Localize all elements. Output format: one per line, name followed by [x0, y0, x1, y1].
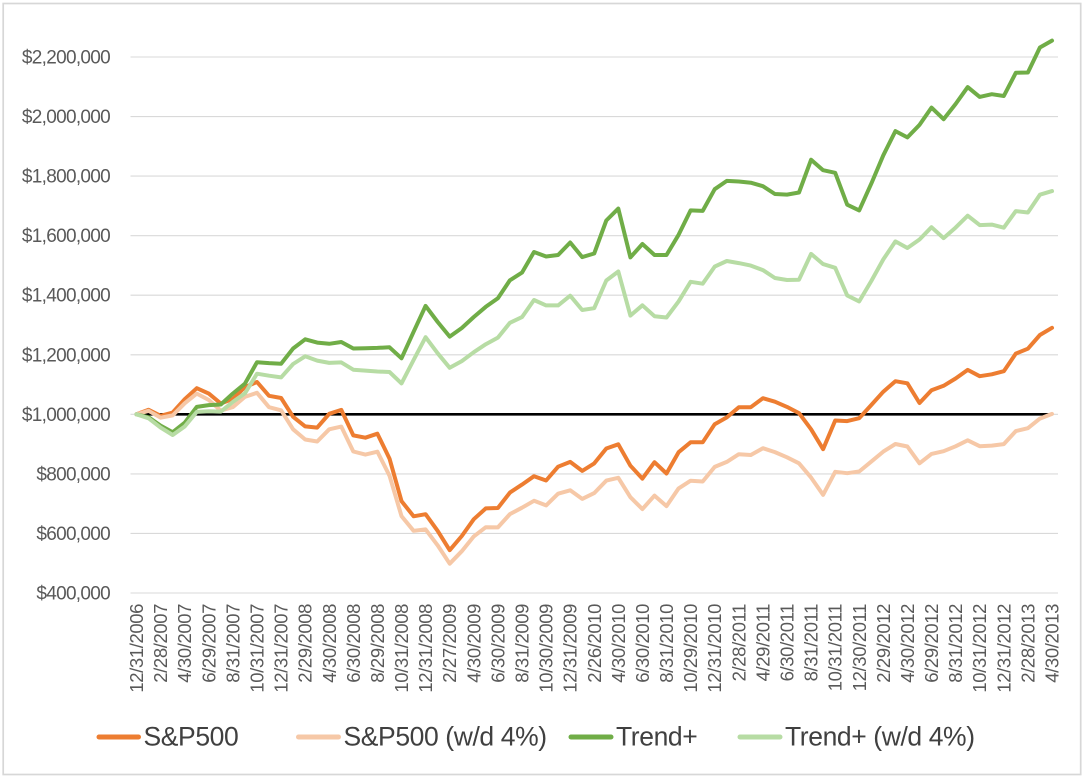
svg-text:6/29/2007: 6/29/2007: [198, 604, 219, 683]
svg-text:6/30/2011: 6/30/2011: [777, 604, 798, 681]
svg-text:10/29/2010: 10/29/2010: [680, 604, 701, 693]
svg-text:8/31/2010: 8/31/2010: [656, 604, 677, 683]
svg-text:2/28/2007: 2/28/2007: [150, 604, 171, 683]
svg-text:4/30/2010: 4/30/2010: [608, 604, 629, 683]
svg-text:4/30/2012: 4/30/2012: [897, 604, 918, 683]
svg-text:S&P500: S&P500: [144, 722, 239, 752]
svg-text:8/31/2011: 8/31/2011: [801, 604, 822, 681]
svg-text:$1,200,000: $1,200,000: [22, 345, 110, 366]
svg-text:6/30/2008: 6/30/2008: [343, 604, 364, 683]
svg-text:$1,800,000: $1,800,000: [22, 167, 110, 188]
svg-text:2/29/2008: 2/29/2008: [295, 604, 316, 683]
svg-text:$1,400,000: $1,400,000: [22, 286, 110, 307]
svg-text:$1,000,000: $1,000,000: [22, 405, 110, 426]
svg-text:2/26/2010: 2/26/2010: [584, 604, 605, 683]
svg-text:$800,000: $800,000: [36, 464, 110, 485]
svg-text:4/30/2008: 4/30/2008: [319, 604, 340, 683]
svg-text:12/31/2007: 12/31/2007: [271, 604, 292, 693]
svg-text:Trend+: Trend+: [616, 722, 697, 752]
svg-text:10/31/2011: 10/31/2011: [825, 604, 846, 691]
svg-text:$1,600,000: $1,600,000: [22, 226, 110, 247]
svg-text:$600,000: $600,000: [36, 524, 110, 545]
svg-text:$2,000,000: $2,000,000: [22, 107, 110, 128]
svg-text:Trend+ (w/d 4%): Trend+ (w/d 4%): [785, 722, 975, 752]
svg-text:10/31/2007: 10/31/2007: [247, 604, 268, 693]
svg-text:8/29/2008: 8/29/2008: [367, 604, 388, 683]
svg-text:4/29/2011: 4/29/2011: [752, 604, 773, 681]
svg-text:6/30/2010: 6/30/2010: [632, 604, 653, 683]
svg-text:S&P500 (w/d 4%): S&P500 (w/d 4%): [344, 722, 547, 752]
svg-text:4/30/2013: 4/30/2013: [1042, 604, 1063, 683]
svg-text:$400,000: $400,000: [36, 584, 110, 605]
svg-text:8/31/2007: 8/31/2007: [222, 604, 243, 683]
svg-text:6/29/2012: 6/29/2012: [921, 604, 942, 683]
svg-text:8/31/2012: 8/31/2012: [945, 604, 966, 683]
svg-text:2/28/2011: 2/28/2011: [728, 604, 749, 681]
svg-text:4/30/2007: 4/30/2007: [174, 604, 195, 683]
svg-text:6/30/2009: 6/30/2009: [487, 604, 508, 683]
svg-text:4/30/2009: 4/30/2009: [463, 604, 484, 683]
svg-text:12/31/2008: 12/31/2008: [415, 604, 436, 693]
svg-text:10/31/2012: 10/31/2012: [969, 604, 990, 693]
svg-text:8/31/2009: 8/31/2009: [512, 604, 533, 683]
svg-text:12/31/2006: 12/31/2006: [126, 604, 147, 693]
svg-text:12/31/2012: 12/31/2012: [993, 604, 1014, 693]
svg-text:2/27/2009: 2/27/2009: [439, 604, 460, 683]
svg-text:12/31/2010: 12/31/2010: [704, 604, 725, 693]
svg-text:$2,200,000: $2,200,000: [22, 48, 110, 69]
svg-text:10/30/2009: 10/30/2009: [536, 604, 557, 693]
svg-text:10/31/2008: 10/31/2008: [391, 604, 412, 693]
svg-text:2/28/2013: 2/28/2013: [1017, 604, 1038, 683]
svg-text:2/29/2012: 2/29/2012: [873, 604, 894, 683]
svg-text:12/30/2011: 12/30/2011: [849, 604, 870, 691]
svg-text:12/31/2009: 12/31/2009: [560, 604, 581, 693]
